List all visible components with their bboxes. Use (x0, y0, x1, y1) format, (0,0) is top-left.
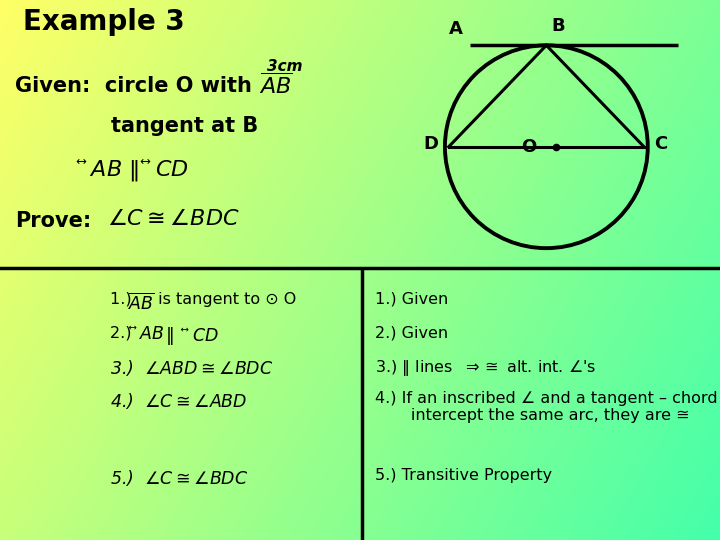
Text: $\overline{AB}$: $\overline{AB}$ (259, 73, 293, 98)
Text: Given:  circle O with: Given: circle O with (15, 76, 252, 96)
Text: $\|$  $\overleftrightarrow{CD}$: $\|$ $\overleftrightarrow{CD}$ (160, 325, 219, 347)
Text: 2.) Given: 2.) Given (375, 325, 448, 340)
Text: 1.): 1.) (110, 292, 142, 307)
Text: 3cm: 3cm (267, 59, 302, 75)
Text: is tangent to ⊙ O: is tangent to ⊙ O (153, 292, 296, 307)
Text: $\overline{AB}$: $\overline{AB}$ (128, 292, 155, 313)
Text: $\overleftrightarrow{AB}$ $\|$ $\overleftrightarrow{CD}$: $\overleftrightarrow{AB}$ $\|$ $\overlef… (76, 157, 189, 183)
Text: 2.): 2.) (110, 325, 142, 340)
Text: 3.)  $\angle ABD \cong \angle BDC$: 3.) $\angle ABD \cong \angle BDC$ (110, 358, 274, 378)
Text: A: A (449, 19, 463, 38)
Text: 4.)  $\angle C \cong \angle ABD$: 4.) $\angle C \cong \angle ABD$ (110, 391, 248, 411)
Text: 1.) Given: 1.) Given (375, 292, 449, 307)
Text: D: D (423, 135, 438, 153)
Text: 4.) If an inscribed ∠ and a tangent – chord ∠: 4.) If an inscribed ∠ and a tangent – ch… (375, 391, 720, 406)
Text: $\overleftrightarrow{AB}$: $\overleftrightarrow{AB}$ (128, 325, 164, 343)
Text: 5.)  $\angle C \cong \angle BDC$: 5.) $\angle C \cong \angle BDC$ (110, 468, 248, 488)
Text: $\angle C \cong \angle BDC$: $\angle C \cong \angle BDC$ (107, 208, 240, 229)
Text: Prove:: Prove: (15, 211, 91, 231)
Text: B: B (552, 17, 565, 35)
Text: O: O (521, 138, 536, 156)
Text: intercept the same arc, they are ≅: intercept the same arc, they are ≅ (375, 408, 690, 423)
Text: C: C (654, 135, 667, 153)
Text: Example 3: Example 3 (23, 8, 184, 36)
Text: 5.) Transitive Property: 5.) Transitive Property (375, 468, 552, 483)
Text: 3.) $\|$ lines  $\Rightarrow\cong$ alt. int. $\angle$'s: 3.) $\|$ lines $\Rightarrow\cong$ alt. i… (375, 358, 596, 378)
Text: tangent at B: tangent at B (111, 116, 258, 136)
